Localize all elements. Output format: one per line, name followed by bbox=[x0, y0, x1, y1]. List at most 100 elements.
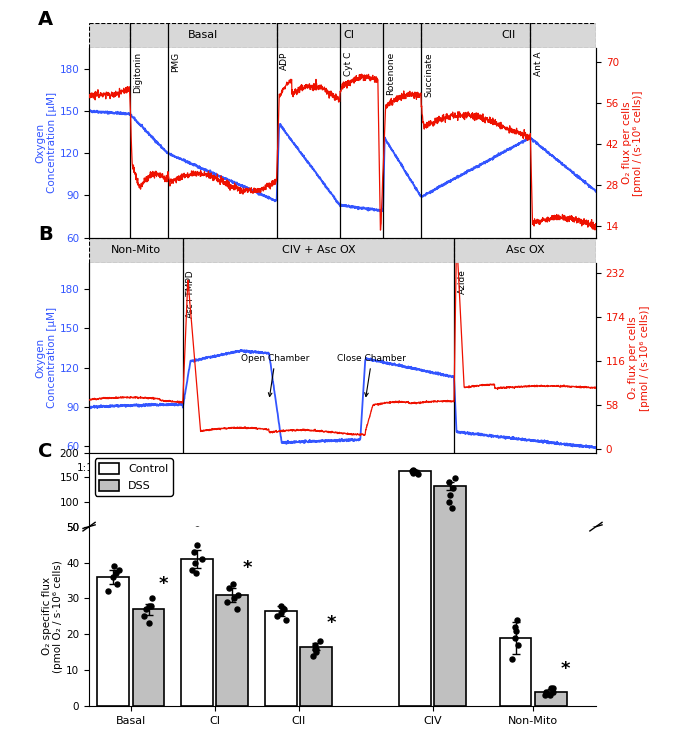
Point bbox=[197, 553, 208, 565]
Point bbox=[540, 686, 551, 698]
Text: *: * bbox=[327, 614, 336, 632]
Point bbox=[197, 525, 208, 537]
Point bbox=[509, 632, 520, 644]
Point bbox=[190, 527, 201, 539]
Point bbox=[227, 529, 238, 541]
Point bbox=[280, 533, 291, 545]
Point bbox=[408, 464, 419, 476]
Text: Cyt C: Cyt C bbox=[343, 52, 353, 77]
Bar bbox=[133, 609, 164, 706]
Point bbox=[228, 530, 239, 542]
Text: Digitonin: Digitonin bbox=[133, 52, 142, 93]
Point bbox=[143, 599, 154, 611]
Point bbox=[114, 526, 125, 538]
Point bbox=[108, 560, 119, 572]
Point bbox=[548, 686, 559, 698]
Point bbox=[447, 482, 458, 494]
Point bbox=[309, 538, 320, 550]
Point bbox=[509, 621, 520, 633]
Point bbox=[147, 530, 158, 542]
Point bbox=[444, 198, 455, 210]
Point bbox=[147, 593, 158, 605]
Bar bbox=[300, 647, 332, 706]
Text: Asc OX: Asc OX bbox=[506, 246, 545, 255]
Legend: Control, DSS: Control, DSS bbox=[95, 458, 173, 496]
Point bbox=[307, 650, 318, 662]
Bar bbox=[535, 692, 566, 706]
Bar bbox=[434, 233, 466, 706]
Text: Azide: Azide bbox=[458, 270, 466, 294]
Point bbox=[410, 119, 421, 131]
Text: CI: CI bbox=[343, 30, 354, 41]
Point bbox=[140, 603, 151, 615]
Point bbox=[510, 535, 521, 547]
Point bbox=[407, 116, 418, 128]
Point bbox=[138, 533, 149, 545]
Bar bbox=[300, 543, 332, 551]
Point bbox=[110, 527, 121, 539]
Text: B: B bbox=[38, 225, 53, 244]
Point bbox=[143, 534, 154, 546]
Point bbox=[271, 533, 282, 545]
Point bbox=[547, 543, 558, 555]
Point bbox=[539, 689, 550, 701]
Text: Asc+TMPD: Asc+TMPD bbox=[186, 270, 195, 318]
Point bbox=[506, 653, 517, 665]
Point bbox=[232, 530, 243, 542]
Point bbox=[449, 169, 460, 181]
Point bbox=[412, 468, 423, 480]
Bar bbox=[499, 542, 532, 551]
Point bbox=[506, 539, 517, 551]
Bar bbox=[182, 531, 213, 551]
Bar bbox=[97, 577, 129, 706]
Point bbox=[278, 603, 289, 615]
Point bbox=[408, 108, 419, 120]
Point bbox=[277, 532, 288, 544]
Point bbox=[276, 607, 287, 619]
Point bbox=[191, 538, 202, 550]
Point bbox=[107, 571, 118, 583]
Bar bbox=[434, 487, 466, 551]
Point bbox=[108, 526, 119, 538]
Point bbox=[221, 596, 232, 608]
X-axis label: Time [0:44 h:min]: Time [0:44 h:min] bbox=[292, 478, 393, 488]
Point bbox=[224, 581, 235, 593]
Point bbox=[280, 614, 291, 626]
Point bbox=[114, 564, 125, 576]
Point bbox=[509, 535, 520, 547]
Point bbox=[186, 564, 197, 576]
Point bbox=[310, 538, 321, 550]
Point bbox=[145, 599, 156, 611]
Bar bbox=[97, 533, 129, 551]
Point bbox=[111, 578, 122, 590]
Point bbox=[189, 526, 200, 538]
Point bbox=[221, 531, 232, 543]
Point bbox=[278, 532, 289, 544]
Point bbox=[444, 476, 455, 488]
Text: Basal: Basal bbox=[188, 30, 219, 41]
Point bbox=[307, 538, 318, 550]
Point bbox=[545, 682, 556, 694]
Point bbox=[309, 639, 320, 651]
Point bbox=[513, 639, 524, 651]
Point bbox=[545, 543, 556, 555]
Bar bbox=[265, 538, 297, 551]
Bar bbox=[216, 536, 248, 551]
Text: A: A bbox=[38, 10, 53, 29]
Point bbox=[539, 544, 550, 556]
Bar bbox=[499, 638, 532, 706]
Point bbox=[409, 465, 420, 477]
Point bbox=[444, 489, 455, 501]
Point bbox=[275, 532, 286, 544]
Point bbox=[143, 617, 154, 629]
Point bbox=[232, 603, 243, 615]
Point bbox=[444, 288, 455, 300]
Point bbox=[410, 466, 421, 478]
Point bbox=[510, 625, 521, 637]
Text: Rotenone: Rotenone bbox=[386, 52, 396, 95]
Point bbox=[103, 529, 114, 541]
Point bbox=[143, 532, 154, 544]
Point bbox=[188, 524, 199, 536]
Point bbox=[191, 523, 202, 535]
Y-axis label: Oxygen
Concentration [μM]: Oxygen Concentration [μM] bbox=[35, 92, 57, 193]
